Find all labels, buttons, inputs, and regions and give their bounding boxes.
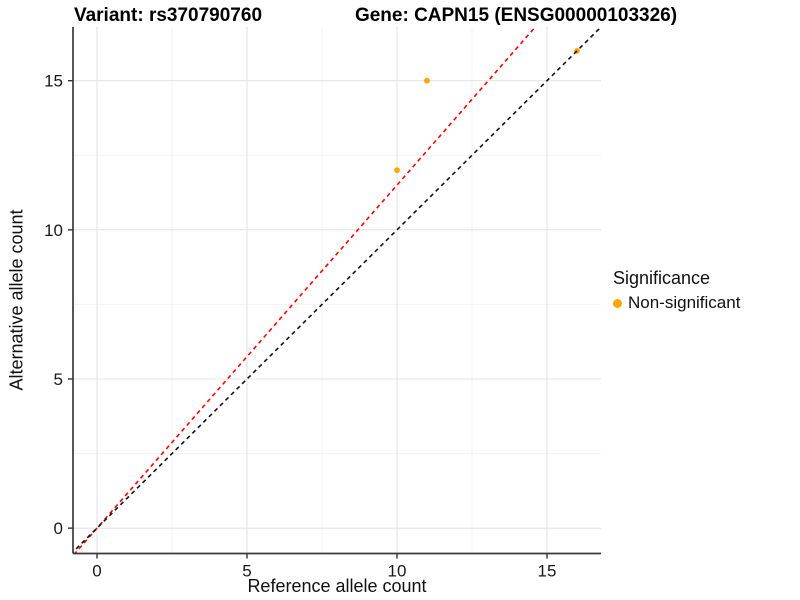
gene-title: Gene: CAPN15 (ENSG00000103326) [354, 5, 678, 26]
legend: Significance Non-significant [613, 268, 740, 313]
fitted-line [73, 27, 537, 554]
x-tick-label: 15 [538, 562, 557, 581]
legend-title: Significance [613, 268, 711, 288]
y-tick-label: 15 [44, 72, 63, 91]
legend-item-label: Non-significant [628, 293, 741, 312]
y-axis-title: Alternative allele count [6, 209, 27, 391]
x-tick-label: 0 [92, 562, 101, 581]
y-tick-label: 0 [54, 519, 63, 538]
x-tick-label: 5 [242, 562, 251, 581]
legend-item: Non-significant [613, 293, 740, 313]
y-tick-label: 5 [54, 370, 63, 389]
x-axis-title: Reference allele count [247, 576, 427, 596]
data-point [394, 167, 400, 174]
y-tick-label: 10 [44, 221, 63, 240]
legend-point-icon [613, 298, 622, 308]
x-tick-label: 10 [388, 562, 407, 581]
data-point [424, 77, 430, 84]
identity-line [73, 27, 601, 554]
variant-title: Variant: rs370790760 [73, 5, 263, 26]
